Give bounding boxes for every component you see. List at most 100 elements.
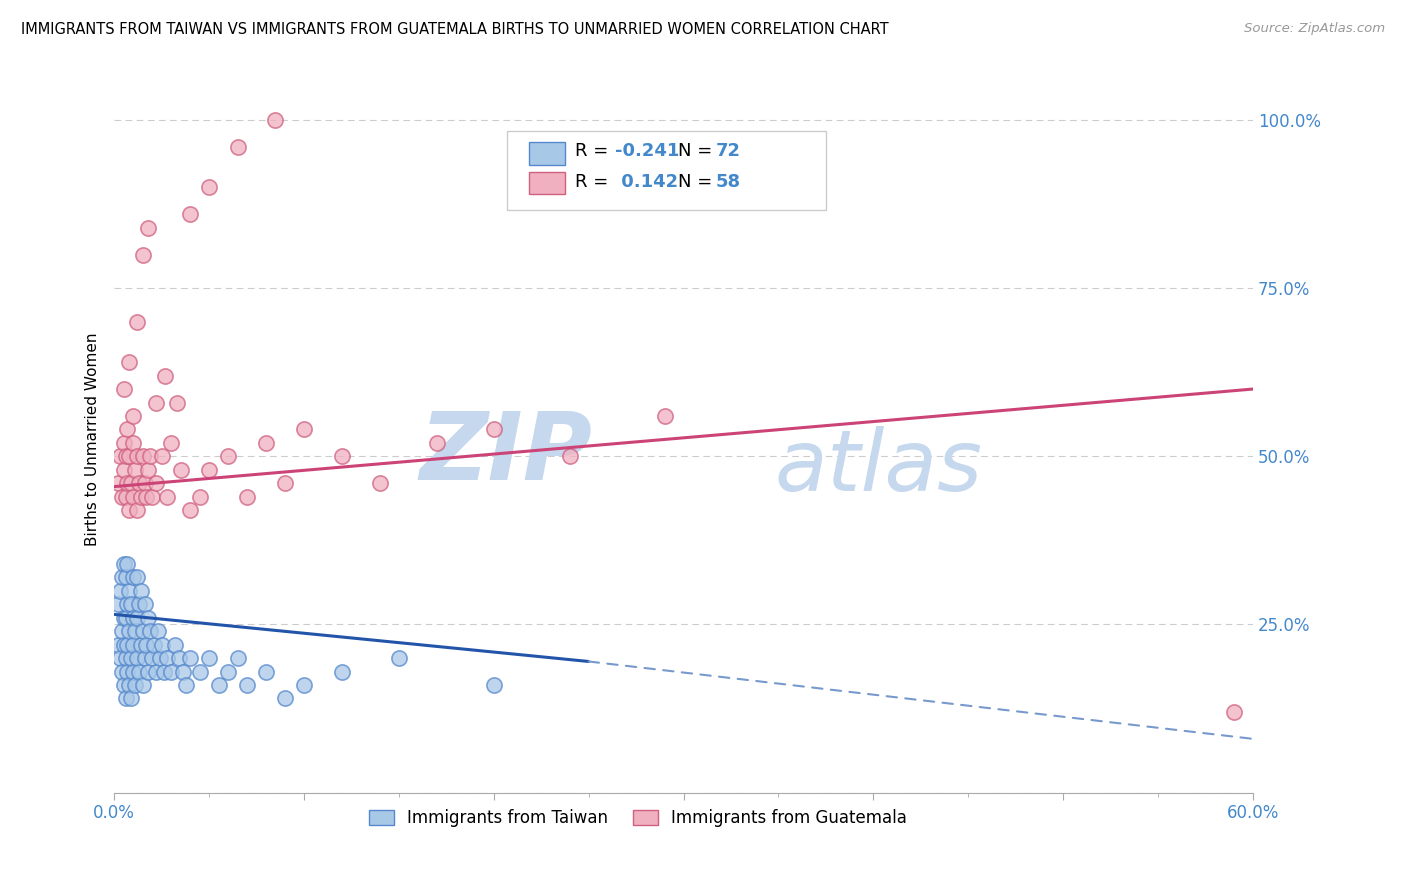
Point xyxy=(125,570,148,584)
Point xyxy=(138,611,160,625)
Point xyxy=(1223,705,1246,719)
Point xyxy=(152,665,174,679)
Y-axis label: Births to Unmarried Women: Births to Unmarried Women xyxy=(86,333,100,546)
Point xyxy=(112,611,135,625)
Point xyxy=(112,638,135,652)
Point xyxy=(114,611,136,625)
Point xyxy=(112,463,135,477)
Point xyxy=(122,570,145,584)
Point xyxy=(117,557,139,571)
Point xyxy=(226,651,249,665)
Point xyxy=(117,665,139,679)
Point xyxy=(120,476,142,491)
Point xyxy=(179,207,201,221)
Point xyxy=(131,624,153,639)
Point xyxy=(122,638,145,652)
Point xyxy=(124,463,146,477)
Point xyxy=(426,435,449,450)
Point xyxy=(160,435,183,450)
Point xyxy=(108,651,131,665)
Point xyxy=(179,503,201,517)
Point xyxy=(118,355,141,369)
Point xyxy=(274,476,297,491)
Point xyxy=(124,624,146,639)
Point xyxy=(112,382,135,396)
Point xyxy=(120,651,142,665)
Point xyxy=(198,180,221,194)
Point xyxy=(143,638,166,652)
Point xyxy=(118,678,141,692)
Text: IMMIGRANTS FROM TAIWAN VS IMMIGRANTS FROM GUATEMALA BIRTHS TO UNMARRIED WOMEN CO: IMMIGRANTS FROM TAIWAN VS IMMIGRANTS FRO… xyxy=(21,22,889,37)
Point xyxy=(120,691,142,706)
Point xyxy=(207,678,229,692)
Point xyxy=(118,624,141,639)
Point xyxy=(122,611,145,625)
Point xyxy=(118,450,141,464)
Point xyxy=(274,691,297,706)
Point xyxy=(254,435,277,450)
Point xyxy=(117,476,139,491)
Point xyxy=(114,651,136,665)
Point xyxy=(125,503,148,517)
Text: 0.142: 0.142 xyxy=(616,173,678,191)
FancyBboxPatch shape xyxy=(529,142,565,165)
Text: R =: R = xyxy=(575,173,614,191)
Point xyxy=(330,665,353,679)
Point xyxy=(145,665,167,679)
Point xyxy=(117,597,139,611)
Point xyxy=(145,395,167,409)
Point xyxy=(156,651,179,665)
Point xyxy=(198,651,221,665)
Point xyxy=(125,450,148,464)
Point xyxy=(141,490,163,504)
Point xyxy=(166,395,188,409)
Point xyxy=(138,665,160,679)
Point xyxy=(163,638,186,652)
Point xyxy=(114,450,136,464)
Point xyxy=(179,651,201,665)
Point xyxy=(139,450,162,464)
Point xyxy=(172,665,194,679)
Point xyxy=(122,490,145,504)
Point xyxy=(131,678,153,692)
Point xyxy=(167,651,190,665)
Point xyxy=(107,597,129,611)
Point xyxy=(138,220,160,235)
Point xyxy=(558,450,581,464)
Point xyxy=(188,490,211,504)
Point xyxy=(654,409,676,423)
Point xyxy=(149,651,172,665)
Point xyxy=(236,678,259,692)
Point xyxy=(122,435,145,450)
Point xyxy=(129,583,152,598)
Point xyxy=(176,678,198,692)
Point xyxy=(169,463,191,477)
Point xyxy=(150,638,173,652)
Point xyxy=(264,113,287,128)
Point xyxy=(138,463,160,477)
Text: ZIP: ZIP xyxy=(419,408,592,500)
Point xyxy=(150,450,173,464)
Legend: Immigrants from Taiwan, Immigrants from Guatemala: Immigrants from Taiwan, Immigrants from … xyxy=(361,803,914,834)
Point xyxy=(155,368,177,383)
Point xyxy=(135,490,157,504)
Point xyxy=(131,450,153,464)
Point xyxy=(111,490,134,504)
Point xyxy=(128,597,150,611)
Point xyxy=(330,450,353,464)
Point xyxy=(134,597,156,611)
Point xyxy=(226,140,249,154)
Point xyxy=(131,247,153,261)
Point xyxy=(107,476,129,491)
FancyBboxPatch shape xyxy=(508,131,825,210)
Text: 72: 72 xyxy=(716,143,741,161)
Point xyxy=(146,624,169,639)
Text: 58: 58 xyxy=(716,173,741,191)
Point xyxy=(114,490,136,504)
Text: Source: ZipAtlas.com: Source: ZipAtlas.com xyxy=(1244,22,1385,36)
Text: N =: N = xyxy=(678,143,718,161)
Point xyxy=(117,422,139,436)
Point xyxy=(134,651,156,665)
Point xyxy=(122,409,145,423)
Point xyxy=(129,490,152,504)
